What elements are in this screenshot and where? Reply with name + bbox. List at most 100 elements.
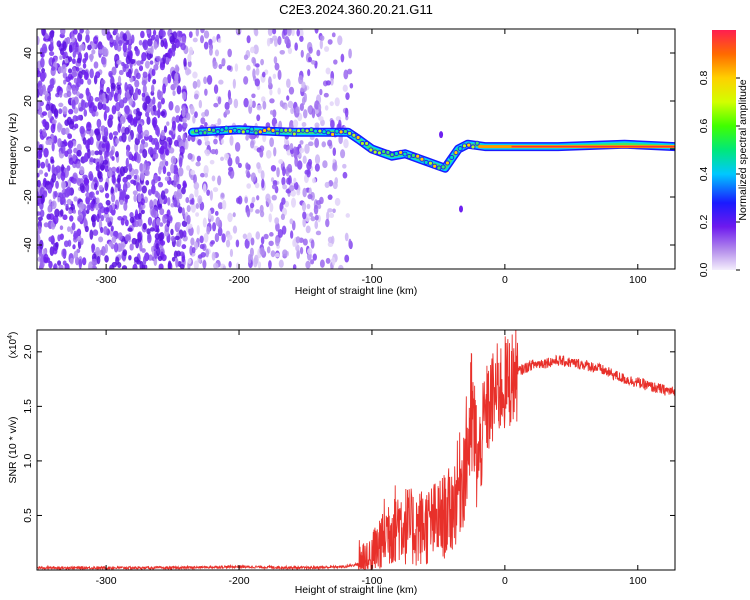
noise-speckle bbox=[317, 203, 322, 210]
noise-speckle bbox=[186, 68, 192, 75]
noise-speckle bbox=[110, 88, 114, 98]
noise-speckle bbox=[50, 103, 57, 114]
figure-title: C2E3.2024.360.20.21.G11 bbox=[279, 2, 433, 17]
noise-speckle bbox=[72, 87, 78, 95]
noise-speckle bbox=[69, 215, 74, 222]
noise-speckle bbox=[85, 196, 91, 205]
y-tick-label: 0.5 bbox=[22, 508, 34, 523]
noise-speckle bbox=[146, 116, 151, 125]
noise-speckle bbox=[103, 159, 109, 165]
noise-speckle bbox=[284, 200, 290, 208]
noise-speckle bbox=[260, 236, 265, 245]
noise-speckle bbox=[274, 217, 280, 225]
noise-speckle bbox=[288, 86, 295, 95]
noise-speckle bbox=[303, 92, 307, 103]
noise-speckle bbox=[174, 64, 179, 73]
noise-speckle bbox=[40, 194, 45, 205]
noise-speckle bbox=[301, 201, 307, 212]
noise-speckle bbox=[156, 126, 160, 138]
signal-blob-core bbox=[467, 143, 471, 147]
noise-speckle bbox=[72, 29, 78, 35]
noise-speckle bbox=[67, 226, 71, 233]
noise-speckle bbox=[66, 198, 72, 205]
noise-speckle bbox=[261, 178, 265, 189]
noise-speckle bbox=[305, 260, 311, 269]
noise-speckle bbox=[38, 169, 44, 175]
noise-speckle bbox=[38, 85, 44, 95]
noise-speckle bbox=[296, 249, 301, 260]
signal-blob-core bbox=[403, 152, 407, 156]
noise-speckle bbox=[121, 265, 128, 269]
noise-speckle bbox=[187, 223, 193, 229]
noise-speckle bbox=[246, 171, 251, 179]
colorbar-tick-label: 0.2 bbox=[698, 215, 710, 230]
noise-speckle bbox=[75, 66, 80, 72]
noise-speckle bbox=[64, 127, 70, 135]
noise-speckle bbox=[334, 197, 341, 206]
noise-speckle bbox=[197, 195, 203, 205]
spectrogram-xlabel: Height of straight line (km) bbox=[295, 285, 418, 297]
noise-speckle bbox=[157, 108, 161, 119]
noise-speckle bbox=[314, 163, 320, 172]
noise-speckle bbox=[96, 255, 101, 265]
noise-speckle bbox=[144, 169, 150, 177]
noise-speckle bbox=[292, 119, 299, 128]
noise-speckle bbox=[291, 29, 295, 36]
noise-speckle bbox=[132, 263, 138, 269]
noise-speckle bbox=[180, 43, 186, 51]
noise-speckle bbox=[214, 148, 219, 155]
signal-blob-core bbox=[411, 153, 416, 158]
noise-speckle bbox=[334, 177, 339, 185]
signal-blob-core bbox=[450, 155, 454, 160]
noise-speckle bbox=[84, 225, 89, 233]
noise-speckle bbox=[319, 88, 323, 96]
noise-speckle bbox=[270, 250, 276, 258]
noise-speckle bbox=[91, 243, 96, 251]
noise-speckle bbox=[315, 200, 322, 205]
noise-speckle bbox=[278, 259, 284, 268]
noise-speckle bbox=[299, 147, 305, 154]
noise-speckle bbox=[171, 120, 177, 131]
noise-speckle bbox=[265, 149, 272, 159]
noise-speckle bbox=[186, 165, 191, 171]
noise-speckle bbox=[162, 214, 167, 224]
noise-speckle bbox=[123, 50, 127, 58]
noise-speckle bbox=[242, 233, 248, 239]
noise-speckle bbox=[73, 147, 78, 154]
noise-speckle bbox=[277, 87, 281, 95]
noise-speckle bbox=[110, 225, 114, 232]
noise-speckle bbox=[344, 107, 349, 118]
noise-speckle bbox=[286, 149, 291, 156]
noise-speckle bbox=[48, 213, 55, 221]
signal-blob-core bbox=[309, 128, 313, 132]
noise-speckle bbox=[43, 147, 49, 158]
noise-speckle bbox=[175, 191, 180, 202]
noise-speckle bbox=[139, 143, 144, 150]
noise-speckle bbox=[275, 237, 280, 247]
signal-blob-core bbox=[407, 154, 411, 159]
noise-speckle bbox=[72, 50, 76, 59]
noise-speckle bbox=[271, 194, 277, 201]
noise-speckle bbox=[287, 163, 293, 173]
noise-speckle bbox=[59, 55, 63, 60]
noise-speckle bbox=[127, 114, 133, 124]
noise-speckle bbox=[37, 36, 40, 46]
noise-speckle bbox=[122, 249, 128, 257]
noise-speckle bbox=[104, 106, 110, 113]
signal-blob-core bbox=[245, 129, 250, 133]
noise-speckle bbox=[98, 49, 104, 54]
spectrogram-heatmap bbox=[37, 29, 675, 269]
noise-speckle bbox=[37, 159, 41, 169]
noise-speckle bbox=[246, 207, 251, 218]
noise-speckle bbox=[80, 237, 84, 245]
noise-speckle bbox=[232, 78, 236, 89]
noise-speckle bbox=[302, 155, 307, 164]
noise-speckle bbox=[148, 134, 153, 143]
noise-speckle bbox=[96, 161, 100, 169]
noise-speckle bbox=[167, 197, 171, 206]
noise-speckle bbox=[111, 236, 117, 244]
colorbar-tick-label: 0.6 bbox=[698, 119, 710, 134]
noise-speckle bbox=[314, 220, 319, 230]
noise-speckle bbox=[224, 101, 230, 111]
